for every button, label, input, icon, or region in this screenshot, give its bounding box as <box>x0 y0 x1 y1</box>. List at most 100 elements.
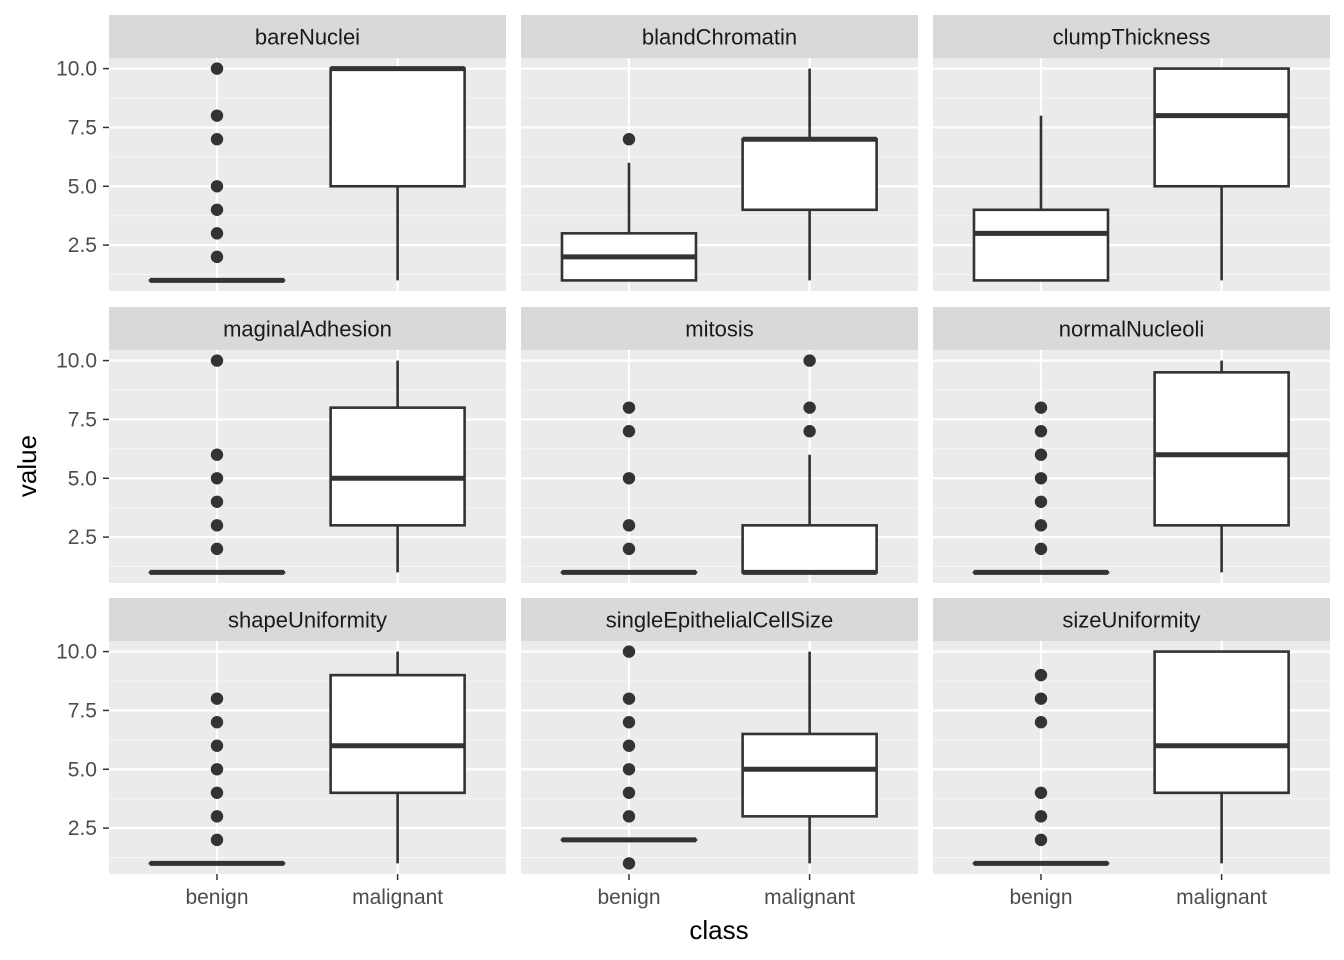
outlier-point <box>1034 668 1048 682</box>
box-iqr <box>741 732 878 818</box>
boxplot-malignant <box>1153 67 1290 281</box>
outlier-point <box>1034 833 1048 847</box>
facet-blandChromatin: blandChromatin <box>521 15 918 291</box>
facet-strip-label: maginalAdhesion <box>223 317 392 342</box>
boxplot-benign <box>560 132 698 282</box>
facet-strip-label: clumpThickness <box>1053 25 1211 50</box>
outlier-point <box>803 354 816 367</box>
boxplot-malignant <box>329 651 466 864</box>
outlier-point <box>210 109 224 122</box>
facet-strip-label: blandChromatin <box>642 25 797 50</box>
box-iqr <box>1153 650 1290 795</box>
y-tick-label: 2.5 <box>68 526 97 549</box>
x-tick-label: malignant <box>764 886 855 909</box>
facet-strip-label: singleEpithelialCellSize <box>606 608 833 633</box>
outlier-point <box>1034 448 1048 461</box>
box-iqr <box>1153 67 1290 188</box>
boxplot-benign <box>972 401 1110 575</box>
y-tick-label: 7.5 <box>68 699 97 722</box>
outlier-point <box>803 424 816 438</box>
boxplot-benign <box>972 115 1110 282</box>
box-iqr <box>1153 371 1290 527</box>
facet-strip <box>521 307 918 350</box>
outlier-point <box>1034 472 1048 485</box>
outlier-point <box>622 645 636 658</box>
facet-strip-label: mitosis <box>685 317 753 342</box>
boxplot-benign <box>972 668 1110 866</box>
y-tick-label: 5.0 <box>68 758 97 781</box>
y-tick-label: 7.5 <box>68 116 97 139</box>
boxplot-malignant <box>1153 650 1290 864</box>
facet-maginalAdhesion: maginalAdhesion 2.5 5.0 7.5 10.0 <box>56 307 506 583</box>
x-tick-label: malignant <box>352 886 443 909</box>
outlier-point <box>210 763 224 776</box>
outlier-point <box>210 472 224 485</box>
y-tick-label: 5.0 <box>68 175 97 198</box>
x-tick-label: malignant <box>1176 886 1267 909</box>
box-iqr <box>329 673 466 795</box>
facet-panels: bareNuclei 2.5 5.0 7.5 10.0 blandChromatin clu… <box>56 15 1330 909</box>
outlier-point <box>210 810 224 823</box>
outlier-point <box>622 472 636 485</box>
boxplot-benign <box>148 62 286 283</box>
outlier-point <box>210 203 224 217</box>
outlier-point <box>210 786 224 800</box>
boxplot-benign <box>560 645 698 870</box>
outlier-point <box>622 763 636 776</box>
outlier-point <box>210 692 224 705</box>
facet-strip <box>521 598 918 641</box>
outlier-point <box>1034 692 1048 705</box>
box-iqr <box>329 406 466 527</box>
y-tick-label: 10.0 <box>56 350 97 373</box>
outlier-point <box>622 739 636 752</box>
outlier-point <box>622 857 636 870</box>
outlier-point <box>210 739 224 752</box>
y-tick-label: 5.0 <box>68 467 97 490</box>
y-axis-title: value <box>12 435 42 497</box>
facet-shapeUniformity: shapeUniformity 2.5 5.0 7.5 10.0 benign malign… <box>56 598 506 909</box>
box-iqr <box>972 208 1110 282</box>
outlier-point <box>210 448 224 461</box>
y-tick-label: 10.0 <box>56 641 97 664</box>
boxplot-benign <box>148 354 286 575</box>
boxplot-malignant <box>329 360 466 573</box>
outlier-point <box>1034 786 1048 800</box>
outlier-point <box>622 786 636 800</box>
facet-mitosis: mitosis <box>521 307 918 583</box>
outlier-point <box>210 542 224 556</box>
outlier-point <box>210 180 224 193</box>
outlier-point <box>210 833 224 847</box>
box-iqr <box>741 137 878 212</box>
y-tick-label: 7.5 <box>68 408 97 431</box>
facet-strip-label: normalNucleoli <box>1059 317 1205 342</box>
boxplot-malignant <box>1153 360 1290 573</box>
outlier-point <box>622 542 636 556</box>
outlier-point <box>1034 715 1048 729</box>
facet-bareNuclei: bareNuclei 2.5 5.0 7.5 10.0 <box>56 15 506 291</box>
facet-strip <box>933 307 1330 350</box>
y-tick-label: 2.5 <box>68 234 97 257</box>
outlier-point <box>622 132 636 146</box>
outlier-point <box>210 132 224 146</box>
outlier-point <box>1034 495 1048 509</box>
outlier-point <box>1034 542 1048 556</box>
facet-strip <box>109 15 506 58</box>
facet-normalNucleoli: normalNucleoli <box>933 307 1330 583</box>
outlier-point <box>1034 401 1048 414</box>
box-iqr <box>329 67 466 188</box>
outlier-point <box>803 401 816 414</box>
outlier-point <box>1034 519 1048 532</box>
outlier-point <box>210 519 224 532</box>
outlier-point <box>622 401 636 414</box>
y-tick-label: 2.5 <box>68 817 97 840</box>
outlier-point <box>210 62 224 75</box>
outlier-point <box>210 354 224 367</box>
outlier-point <box>210 495 224 509</box>
outlier-point <box>622 424 636 438</box>
facet-strip-label: shapeUniformity <box>228 608 387 633</box>
facet-strip <box>109 307 506 350</box>
boxplot-malignant <box>741 68 878 281</box>
outlier-point <box>622 692 636 705</box>
boxplot-malignant <box>741 354 878 575</box>
